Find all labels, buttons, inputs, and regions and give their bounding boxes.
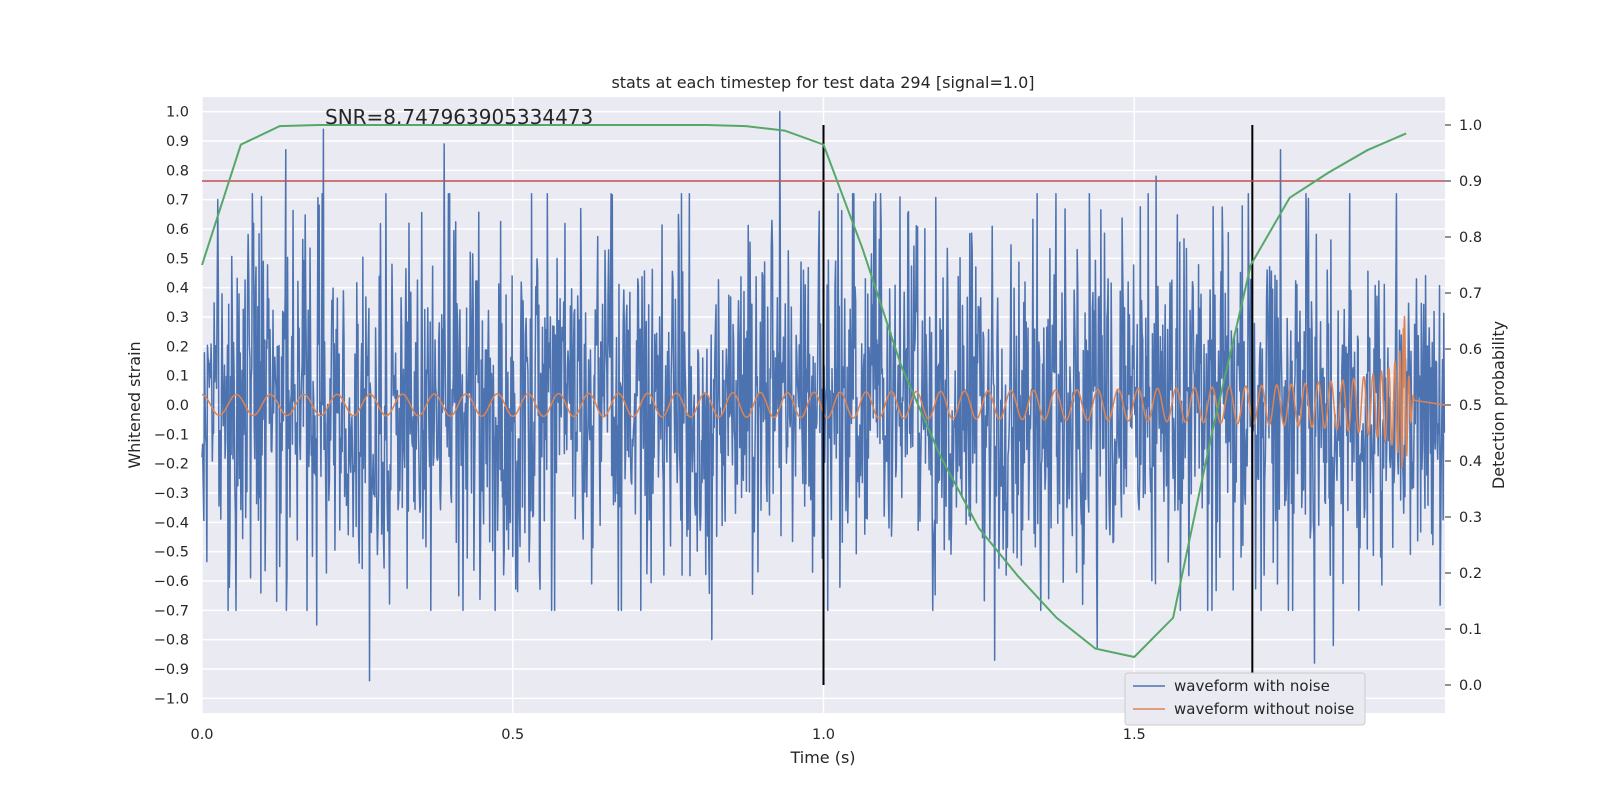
y-tick-label-right: 0.0 [1459,678,1482,694]
y-tick-label-right: 0.2 [1459,566,1482,582]
y-tick-label-left: −0.4 [154,515,189,531]
y-tick-label-left: −0.2 [154,457,189,473]
y-tick-label-left: −0.5 [154,545,189,561]
series-detection-probability [201,124,1407,659]
y-tick-label-left: −0.7 [154,603,189,619]
x-tick-label: 0.0 [190,727,213,743]
snr-annotation: SNR=8.747963905334473 [325,105,593,129]
y-tick-label-right: 0.7 [1459,286,1482,302]
x-tick-label: 1.5 [1123,727,1146,743]
y-tick-label-left: −0.1 [154,427,189,443]
y-tick-label-left: −0.6 [154,574,189,590]
y-tick-label-left: −0.3 [154,486,189,502]
line-detection-probability [201,124,1407,659]
legend-label-noiseless: waveform without noise [1174,700,1354,718]
axis-ticks: 0.0 0.5 1.0 1.5 1.0 0.9 0.8 0.7 0.6 0.5 0.4 0.3 0.2 0… [154,105,1482,743]
y-tick-label-right: 0.3 [1459,510,1482,526]
y-tick-label-right: 0.1 [1459,622,1482,638]
y-tick-label-left: 0.0 [166,398,189,414]
y-tick-label-left: −0.9 [154,662,189,678]
chart-title: stats at each timestep for test data 294… [611,73,1034,92]
x-tick-label: 1.0 [812,727,835,743]
y-tick-label-right: 0.9 [1459,174,1482,190]
y-tick-label-left: 0.9 [166,134,189,150]
vertical-markers [822,125,1254,685]
y-tick-label-left: 1.0 [166,105,189,121]
legend: waveform with noise waveform without noi… [1124,672,1366,726]
y-tick-label-right: 1.0 [1459,118,1482,134]
y-tick-label-left: 0.5 [166,251,189,267]
series-waveform-without-noise [201,315,1446,470]
y-axis-label-right: Detection probability [1489,321,1508,489]
y-tick-label-right: 0.6 [1459,342,1482,358]
y-axis-label-left: Whitened strain [125,341,144,468]
legend-label-noise: waveform with noise [1174,677,1330,695]
legend-box [1124,672,1366,726]
y-tick-label-left: −0.8 [154,633,189,649]
line-waveform-without-noise [201,315,1446,470]
y-tick-label-right: 0.8 [1459,230,1482,246]
y-tick-label-left: 0.7 [166,193,189,209]
y-tick-label-left: 0.2 [166,339,189,355]
y-tick-label-right: 0.4 [1459,454,1482,470]
y-tick-label-left: 0.6 [166,222,189,238]
y-tick-label-left: 0.8 [166,163,189,179]
y-tick-label-right: 0.5 [1459,398,1482,414]
y-tick-label-left: −1.0 [154,691,189,707]
y-tick-label-left: 0.3 [166,310,189,326]
x-axis-label: Time (s) [789,748,855,767]
y-tick-label-left: 0.1 [166,369,189,385]
y-tick-label-left: 0.4 [166,281,189,297]
x-tick-label: 0.5 [501,727,524,743]
